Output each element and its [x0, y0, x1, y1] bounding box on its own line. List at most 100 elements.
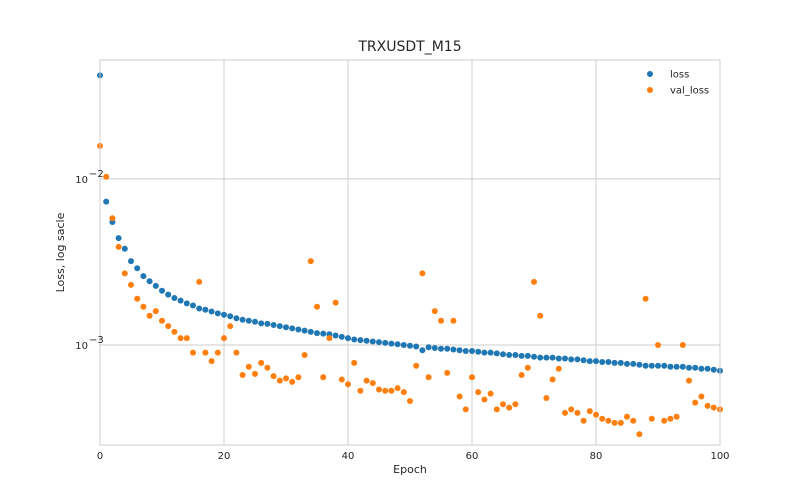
loss-point	[165, 291, 172, 298]
loss-point	[642, 362, 649, 369]
val_loss-point	[562, 409, 568, 416]
val_loss-point	[289, 378, 296, 385]
loss-point	[543, 354, 550, 361]
x-axis-label: Epoch	[393, 463, 427, 476]
loss-point	[345, 335, 351, 342]
loss-point	[586, 358, 593, 365]
val_loss-point	[301, 352, 308, 359]
loss-point	[177, 297, 184, 304]
val_loss-point	[369, 380, 376, 387]
loss-point	[258, 320, 265, 327]
loss-point	[320, 330, 327, 337]
val_loss-point	[202, 349, 209, 356]
val_loss-point	[617, 419, 624, 426]
loss-point	[636, 361, 643, 368]
loss-point	[276, 323, 283, 330]
val_loss-point	[624, 413, 630, 420]
x-tick-label: 100	[710, 451, 729, 462]
y-tick-label: 10	[75, 175, 88, 186]
val_loss-point	[159, 317, 165, 324]
loss-point	[252, 318, 258, 325]
y-tick-labels: 10−210−3	[75, 169, 103, 352]
val_loss-point	[673, 413, 680, 420]
loss-point	[512, 352, 519, 359]
loss-point	[214, 310, 221, 317]
val_loss-point	[177, 335, 184, 342]
val_loss-point	[431, 308, 438, 315]
loss-point	[555, 355, 562, 362]
loss-point	[655, 362, 661, 369]
val_loss-point	[121, 270, 128, 277]
val_loss-point	[382, 387, 389, 394]
val_loss-point	[394, 385, 401, 392]
val_loss-point	[611, 419, 618, 426]
loss-point	[456, 347, 463, 354]
loss-point	[475, 348, 482, 355]
loss-point	[648, 362, 655, 369]
val_loss-point	[456, 393, 463, 400]
loss-point	[283, 324, 289, 331]
loss-point	[661, 362, 668, 369]
loss-point	[469, 348, 475, 355]
loss-point	[462, 348, 469, 355]
loss-point	[227, 313, 234, 320]
val_loss-point	[103, 173, 110, 180]
loss-point	[698, 365, 705, 372]
plot-background	[100, 60, 720, 445]
val_loss-point	[388, 387, 395, 394]
legend-label-val_loss: val_loss	[670, 86, 709, 97]
loss-point	[301, 327, 308, 334]
loss-point	[679, 363, 686, 370]
loss-point	[599, 359, 606, 366]
loss-point	[593, 358, 599, 365]
val_loss-point	[599, 415, 606, 422]
loss-point	[686, 364, 692, 371]
val_loss-point	[258, 359, 265, 366]
y-tick-label: 10	[75, 341, 88, 352]
x-tick-label: 20	[218, 451, 231, 462]
val_loss-point	[605, 417, 612, 424]
loss-point	[481, 349, 488, 356]
loss-point	[183, 300, 190, 307]
val_loss-point	[283, 375, 289, 382]
loss-point	[580, 357, 587, 364]
loss-point	[289, 325, 296, 332]
loss-point	[221, 311, 227, 318]
val_loss-point	[227, 323, 234, 330]
loss-point	[196, 305, 203, 312]
val_loss-point	[537, 312, 544, 319]
val_loss-point	[307, 258, 314, 265]
loss-point	[431, 344, 438, 351]
loss-point	[419, 347, 426, 354]
val_loss-point	[580, 417, 587, 424]
loss-point	[357, 337, 364, 344]
loss-point	[444, 345, 451, 352]
val_loss-point	[239, 371, 246, 378]
loss-point	[363, 337, 370, 344]
y-tick-exponent: −3	[89, 335, 104, 346]
loss-point	[506, 352, 513, 359]
val_loss-point	[152, 308, 159, 315]
val_loss-point	[183, 335, 190, 342]
loss-point	[245, 317, 252, 324]
val_loss-point	[357, 387, 364, 394]
val_loss-point	[686, 377, 692, 384]
x-tick-label: 80	[590, 451, 603, 462]
loss-point	[487, 349, 494, 356]
loss-point	[710, 366, 717, 373]
loss-point	[667, 363, 674, 370]
val_loss-point	[270, 373, 277, 380]
loss-point	[152, 282, 159, 289]
loss-point	[568, 356, 575, 363]
loss-point	[611, 359, 618, 366]
val_loss-point	[345, 381, 351, 388]
val_loss-point	[413, 362, 420, 369]
val_loss-point	[512, 401, 519, 408]
loss-point	[208, 308, 215, 315]
val_loss-point	[338, 376, 345, 383]
loss-point	[146, 278, 153, 285]
val_loss-point	[462, 406, 469, 413]
val_loss-point	[679, 342, 686, 349]
loss-point	[394, 341, 401, 348]
loss-point	[400, 342, 407, 349]
